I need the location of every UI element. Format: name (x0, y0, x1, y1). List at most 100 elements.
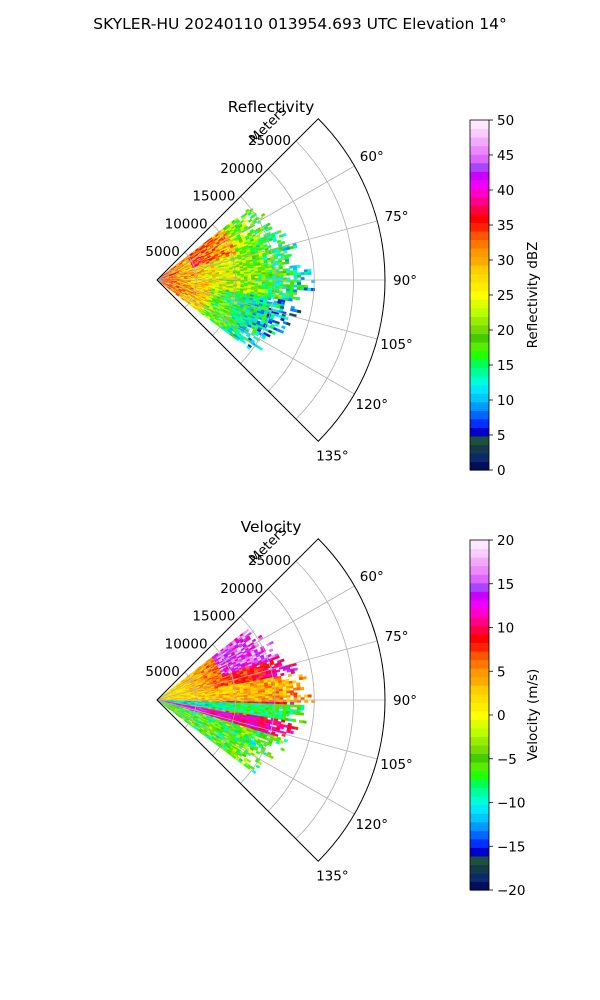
colorbar-segment (470, 359, 489, 369)
radar-gate (304, 694, 309, 698)
radar-gate (260, 335, 266, 340)
radar-gate (282, 683, 287, 688)
azimuth-line (156, 220, 378, 281)
colorbar-segment (470, 316, 489, 326)
radar-gate (279, 286, 284, 290)
colorbar-tick-label: 5 (497, 428, 506, 444)
radar-gate (261, 696, 266, 699)
colorbar-segment (470, 128, 489, 138)
radar-gate (296, 272, 301, 276)
radar-gate (279, 693, 284, 696)
colorbar-segment (470, 239, 489, 249)
colorbar-tick-label: 30 (497, 253, 514, 269)
radar-gate (295, 296, 301, 301)
radar-gate (279, 270, 284, 274)
radar-gate (239, 219, 245, 224)
colorbar-tick-label: 15 (497, 358, 514, 374)
radar-gate (258, 230, 263, 235)
radar-gate (300, 272, 305, 276)
radar-gate (303, 269, 308, 273)
radar-gate (272, 273, 277, 277)
radar-gate (258, 346, 264, 351)
radar-gate (281, 257, 286, 261)
radar-gate (298, 676, 304, 681)
radar-gate (267, 226, 273, 231)
radar-gate (294, 726, 299, 731)
colorbar-tick-label: 35 (497, 218, 514, 234)
radar-gate (275, 275, 280, 279)
radar-gate (285, 713, 290, 717)
azimuth-tick-label: 135° (316, 448, 349, 464)
radar-gate (277, 651, 283, 656)
azimuth-line (156, 165, 355, 281)
radar-gate (281, 261, 286, 265)
radar-gate (241, 215, 247, 221)
radar-gate (288, 298, 293, 302)
radar-gate (273, 256, 279, 260)
colorbar-segment (470, 265, 489, 275)
colorbar-segment (470, 435, 489, 445)
radar-gate (293, 687, 298, 691)
azimuth-line (156, 279, 378, 340)
colorbar-segment (470, 401, 489, 411)
radar-gate (296, 284, 301, 288)
radar-gate (292, 680, 297, 684)
colorbar-segment (470, 367, 489, 377)
radar-gate (293, 667, 298, 672)
radar-gate (279, 725, 285, 730)
colorbar-segment (470, 452, 489, 463)
radar-gate (303, 287, 308, 291)
radar-gate (279, 701, 284, 705)
radar-gate (292, 244, 298, 249)
radar-gate (277, 716, 283, 720)
radar-gate (282, 270, 287, 274)
colorbar-segment (470, 341, 489, 352)
radar-gate (275, 693, 280, 697)
radar-gate (296, 264, 301, 268)
radar-gate (276, 305, 281, 309)
radar-gate (280, 240, 286, 245)
radar-gate (254, 643, 260, 648)
colorbar-segment (470, 324, 489, 335)
radar-gate (241, 339, 247, 345)
radar-gate (247, 276, 252, 279)
radar-gate (279, 275, 284, 279)
radar-gate (286, 704, 291, 708)
radar-gate (289, 704, 294, 708)
colorbar-segment (470, 205, 489, 215)
radar-gate (282, 690, 287, 694)
radar-gate (275, 701, 280, 705)
radar-gate (288, 718, 293, 722)
radar-gate (268, 695, 273, 699)
radar-gate (289, 702, 294, 705)
radar-gate (304, 271, 309, 276)
colorbar-tick-label: 40 (497, 183, 514, 199)
radar-gate (299, 712, 305, 716)
colorbar-segment (470, 350, 489, 360)
radar-gate (279, 273, 284, 276)
range-tick-label: 5000 (145, 244, 179, 260)
radar-gate (246, 637, 252, 642)
radar-gate (275, 695, 280, 699)
radar-gate (286, 272, 291, 276)
radar-gate (258, 276, 263, 279)
figure-title: SKYLER-HU 20240110 013954.693 UTC Elevat… (93, 15, 507, 33)
radar-gate (289, 711, 294, 715)
radar-gate (281, 719, 286, 723)
radar-gate (275, 281, 280, 285)
radar-gate (266, 222, 271, 227)
radar-gate (289, 284, 294, 288)
colorbar-segment (470, 248, 489, 258)
radar-gate (298, 719, 304, 724)
radar-gate (246, 345, 251, 350)
radar-gate (274, 322, 280, 327)
radar-gate (307, 269, 312, 273)
colorbar-segment (470, 188, 489, 198)
radar-gate (269, 721, 275, 726)
radar-gate (293, 694, 298, 698)
radar-gate (247, 218, 253, 223)
radar-gate (300, 287, 305, 291)
radar-gate (268, 275, 273, 279)
radar-gate (251, 638, 257, 643)
